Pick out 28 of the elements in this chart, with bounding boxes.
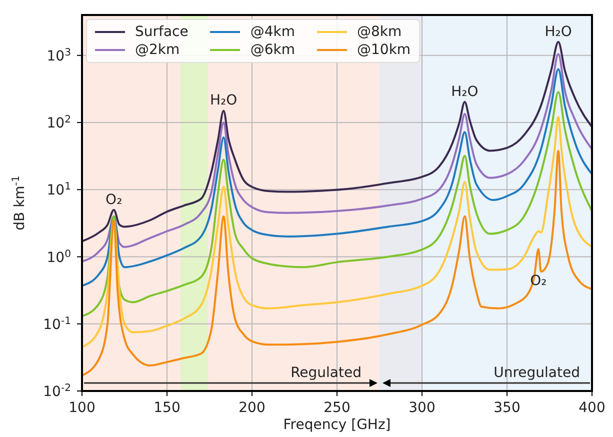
x-tick-label: 400 [578, 400, 606, 416]
y-tick-label: 10$^{0}$ [46, 248, 71, 266]
legend-label: @4km [250, 24, 295, 40]
annotation: Unregulated [494, 365, 580, 381]
line-series [82, 116, 592, 348]
x-axis-title: Freqency [GHz] [283, 417, 391, 433]
legend-label: Surface [135, 24, 188, 40]
y-tick-label: 10$^{2}$ [46, 114, 71, 132]
annotation: H₂O [210, 92, 238, 109]
y-tick-label: 10$^{1}$ [46, 181, 71, 199]
line-series [82, 68, 592, 287]
x-tick-label: 150 [154, 400, 180, 416]
x-tick-label: 100 [68, 400, 96, 416]
legend-label: @2km [135, 42, 180, 58]
annotation: H₂O [451, 84, 478, 100]
x-tick-label: 350 [494, 400, 520, 416]
legend-label: @6km [250, 42, 295, 58]
x-tick-label: 300 [408, 400, 436, 416]
x-tick-label: 200 [238, 400, 266, 416]
y-tick-label: 10$^{-2}$ [43, 382, 71, 400]
annotation: H₂O [544, 24, 572, 40]
y-tick-label: 10$^{3}$ [46, 46, 71, 64]
legend-label: @10km [357, 42, 411, 58]
annotation: O₂ [106, 192, 122, 208]
y-tick-label: 10$^{-1}$ [43, 315, 71, 333]
x-tick-label: 250 [324, 400, 350, 416]
annotation: Regulated [290, 365, 362, 381]
legend-label: @8km [357, 24, 402, 40]
